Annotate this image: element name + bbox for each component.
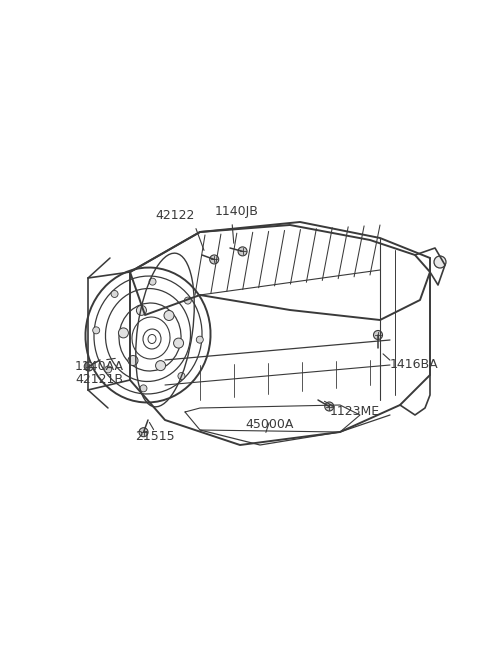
Circle shape	[119, 328, 129, 338]
Circle shape	[136, 305, 146, 315]
Circle shape	[325, 402, 334, 411]
Text: 1140AA: 1140AA	[75, 360, 124, 373]
Circle shape	[93, 327, 100, 334]
Circle shape	[184, 297, 192, 304]
Circle shape	[373, 331, 383, 339]
Circle shape	[178, 373, 185, 379]
Text: 1416BA: 1416BA	[390, 358, 439, 371]
Circle shape	[174, 338, 183, 348]
Circle shape	[434, 256, 446, 268]
Circle shape	[196, 336, 204, 343]
Circle shape	[210, 255, 219, 264]
Text: 1140JB: 1140JB	[215, 205, 259, 218]
Circle shape	[238, 247, 247, 256]
Circle shape	[164, 310, 174, 320]
Text: 42121B: 42121B	[75, 373, 123, 386]
Circle shape	[139, 428, 148, 437]
Circle shape	[140, 385, 147, 392]
Circle shape	[156, 361, 166, 371]
Text: 42122: 42122	[156, 209, 195, 222]
Text: 45000A: 45000A	[246, 418, 294, 431]
Circle shape	[111, 290, 118, 297]
Circle shape	[128, 356, 138, 365]
Circle shape	[149, 278, 156, 285]
Text: 21515: 21515	[135, 430, 175, 443]
Circle shape	[105, 366, 112, 373]
Circle shape	[84, 362, 93, 371]
Text: 1123ME: 1123ME	[330, 405, 380, 418]
